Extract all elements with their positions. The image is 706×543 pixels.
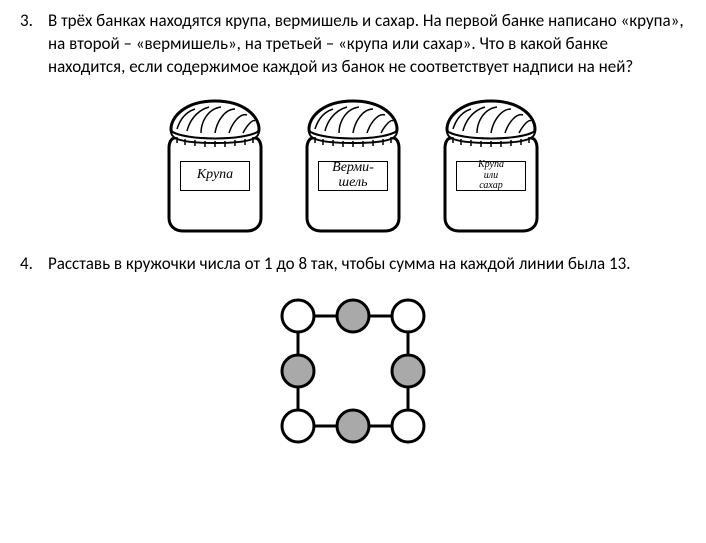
- diagram-circle: [282, 300, 314, 332]
- circle-diagram-wrap: [20, 286, 686, 456]
- jars-illustration: Крупа Верми-шель Крупаилисахар: [20, 93, 686, 233]
- problem-3-number: 3.: [20, 10, 48, 79]
- diagram-circle: [392, 410, 424, 442]
- jar-1-label: Крупа: [180, 161, 250, 191]
- problem-4-text: Расставь в кружочки числа от 1 до 8 так,…: [48, 253, 686, 276]
- problem-3-text: В трёх банках находятся крупа, вермишель…: [48, 10, 686, 79]
- problem-3: 3. В трёх банках находятся крупа, вермиш…: [20, 10, 686, 79]
- jar-3: Крупаилисахар: [431, 93, 551, 233]
- circle-diagram: [268, 286, 438, 456]
- diagram-circle: [282, 410, 314, 442]
- diagram-circle: [282, 355, 314, 387]
- problem-4: 4. Расставь в кружочки числа от 1 до 8 т…: [20, 253, 686, 276]
- problem-4-number: 4.: [20, 253, 48, 276]
- jar-2-label: Верми-шель: [318, 161, 388, 191]
- diagram-circle: [392, 300, 424, 332]
- diagram-circle: [392, 355, 424, 387]
- jar-1: Крупа: [155, 93, 275, 233]
- diagram-circle: [337, 410, 369, 442]
- jar-2: Верми-шель: [293, 93, 413, 233]
- diagram-circle: [337, 300, 369, 332]
- jar-3-label: Крупаилисахар: [456, 161, 526, 191]
